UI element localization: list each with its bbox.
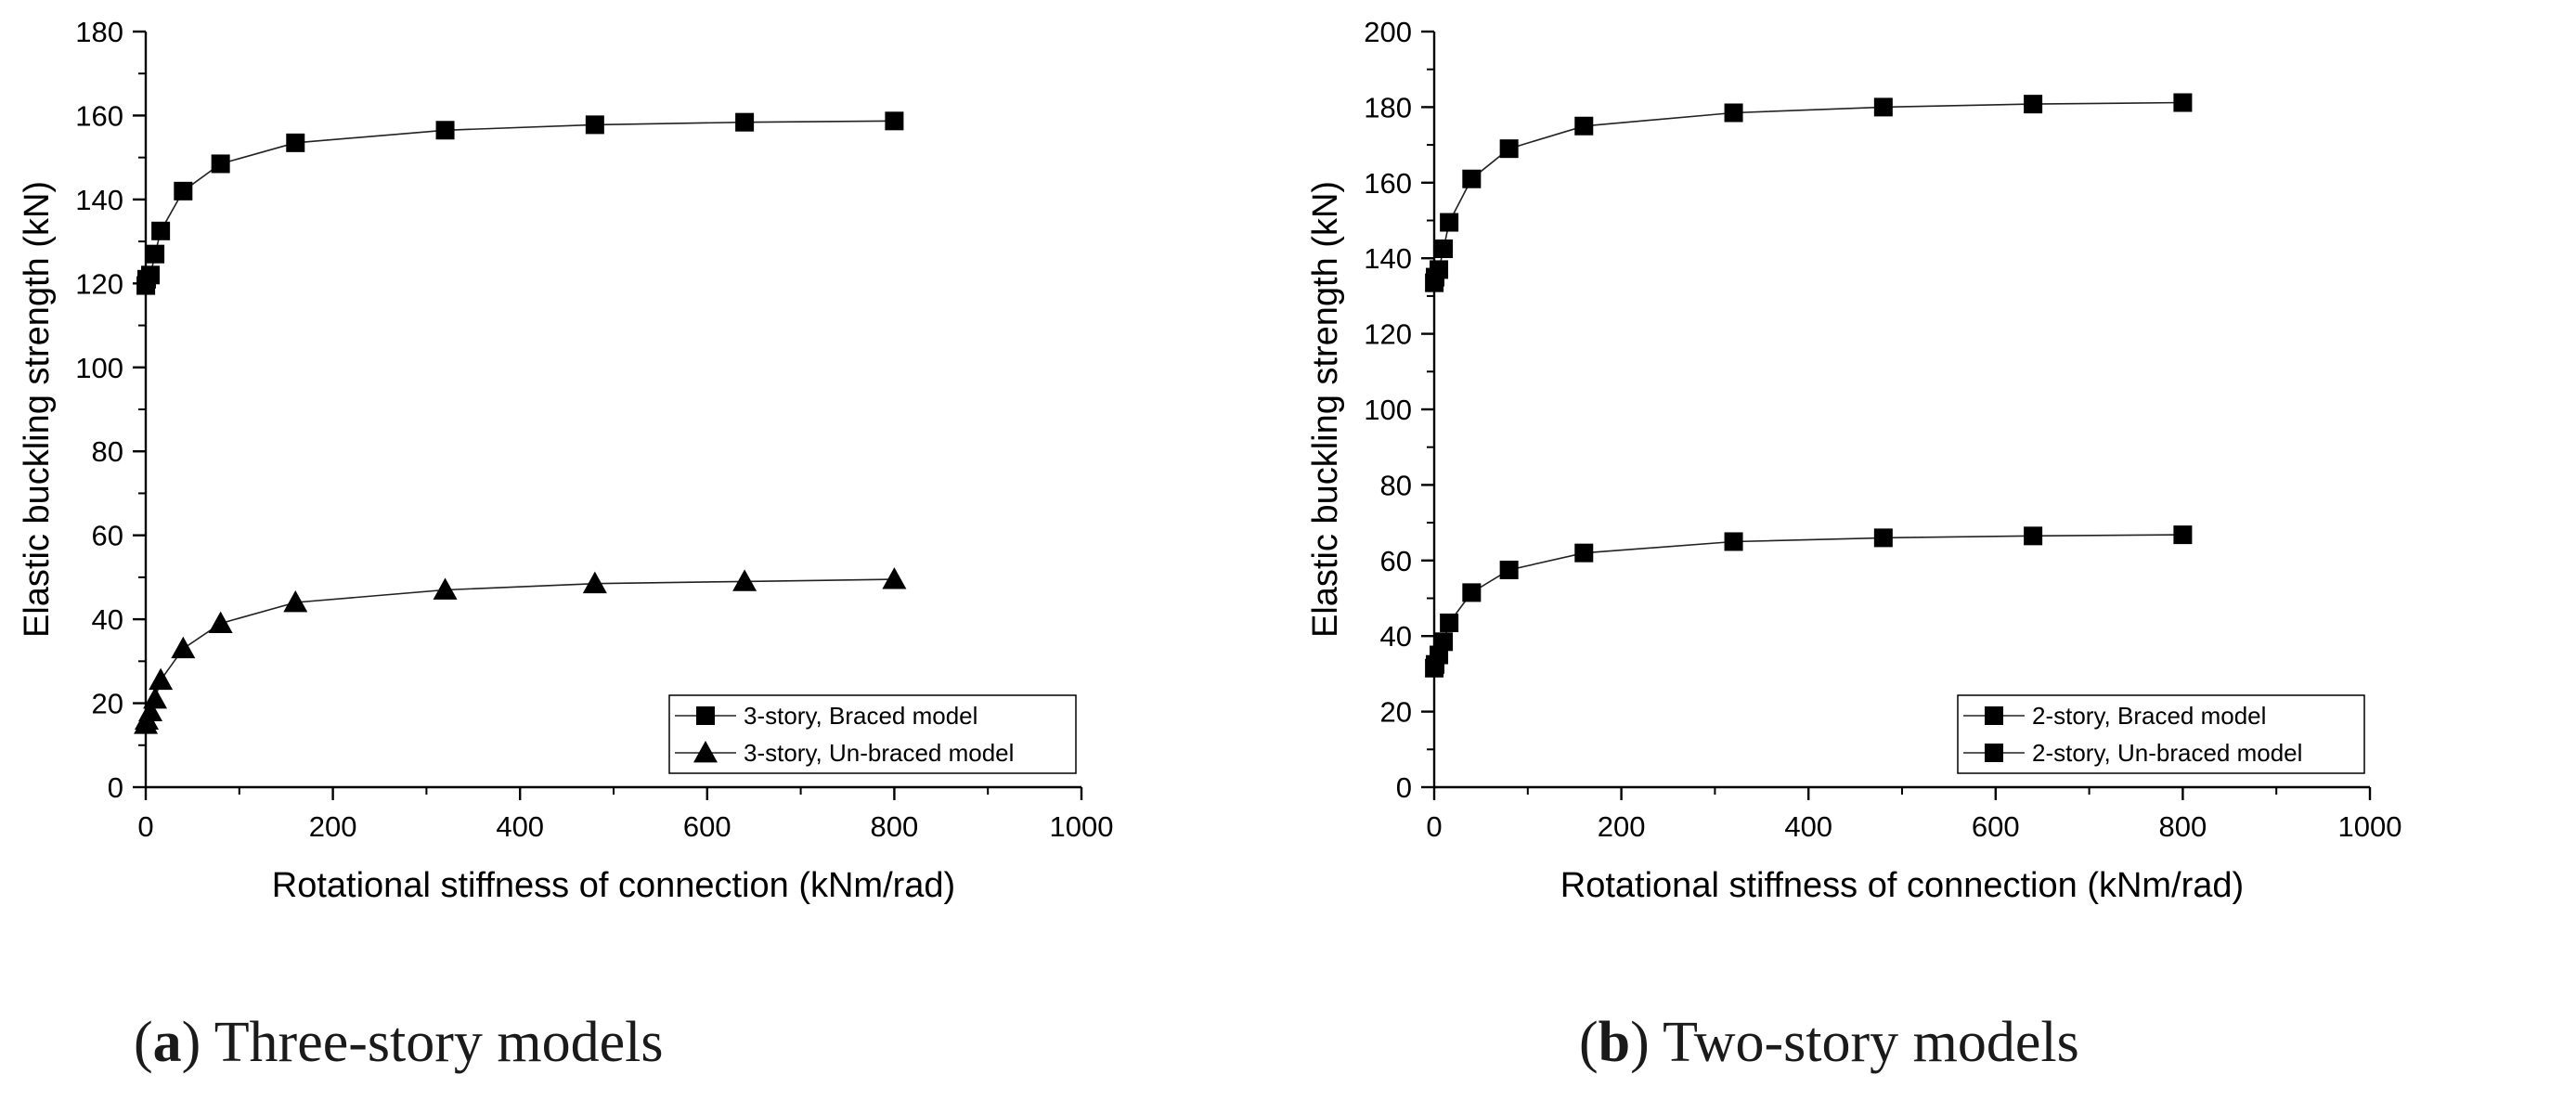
x-tick-label: 0 (1426, 810, 1442, 843)
y-tick-label: 0 (1396, 771, 1412, 804)
y-tick-label: 160 (75, 99, 123, 132)
x-tick-label: 400 (1784, 810, 1832, 843)
data-point (433, 577, 458, 600)
data-point (735, 112, 755, 132)
y-tick-label: 140 (75, 184, 123, 216)
chart-two-story: 0 20 40 60 80 100 120 140 160 180 200 0 200 400 600 800… (1306, 16, 2402, 905)
x-tick-label: 0 (137, 810, 153, 843)
y-tick-label: 200 (1364, 16, 1412, 48)
caption-text: Three-story models (214, 1011, 664, 1074)
legend-marker (1985, 744, 2003, 762)
data-point (1462, 169, 1482, 188)
x-tick-label: 800 (871, 810, 919, 843)
legend-marker (696, 706, 715, 725)
caption-three-story: (a) Three-story models (134, 1011, 664, 1074)
chart-three-story: 0 20 40 60 80 100 120 140 160 180 0 200 400 600 800 100… (18, 16, 1114, 905)
y-tick-label: 180 (1364, 91, 1412, 123)
x-tick-label: 1000 (2338, 810, 2402, 843)
y-axis-label: Elastic buckling strength (kN) (1306, 181, 1345, 638)
data-point (1440, 213, 1459, 232)
data-point (1724, 532, 1743, 551)
legend-marker (693, 741, 718, 763)
y-tick-label: 140 (1364, 242, 1412, 275)
data-point (1499, 139, 1519, 159)
data-point (151, 221, 171, 240)
data-point (1462, 583, 1482, 602)
data-point (2024, 95, 2043, 114)
legend-box (1957, 694, 2365, 774)
data-point (174, 181, 193, 201)
data-point (138, 699, 163, 721)
y-tick-label: 120 (1364, 318, 1412, 351)
x-tick-label: 1000 (1050, 810, 1114, 843)
legend-label: 2-story, Un-braced model (2032, 739, 2302, 767)
y-tick-label: 100 (75, 352, 123, 384)
data-point (286, 133, 305, 152)
data-point (208, 611, 233, 634)
data-point (1440, 613, 1459, 632)
legend-label: 3-story, Braced model (744, 702, 977, 730)
y-tick-label: 80 (92, 435, 123, 468)
data-point (1434, 239, 1454, 259)
data-point (143, 687, 168, 709)
data-point (1724, 103, 1743, 123)
y-tick-label: 160 (1364, 167, 1412, 200)
data-point (1873, 528, 1893, 548)
y-tick-label: 40 (1380, 620, 1412, 653)
caption-letter: b (1598, 1011, 1631, 1074)
y-tick-label: 80 (1380, 469, 1412, 501)
data-point (171, 636, 196, 659)
x-tick-label: 200 (309, 810, 357, 843)
data-point (283, 590, 308, 613)
y-tick-label: 20 (1380, 696, 1412, 729)
y-tick-label: 180 (75, 16, 123, 48)
data-point (2173, 93, 2193, 112)
data-point (1873, 97, 1893, 117)
data-point (1499, 560, 1519, 579)
x-tick-label: 800 (2159, 810, 2207, 843)
data-point (211, 154, 230, 174)
data-point (141, 265, 161, 285)
data-point (2024, 526, 2043, 546)
x-tick-label: 400 (496, 810, 544, 843)
data-point (1574, 543, 1594, 563)
y-tick-label: 100 (1364, 394, 1412, 426)
data-point (582, 571, 607, 594)
data-point (435, 121, 455, 140)
y-tick-label: 20 (92, 688, 123, 720)
y-tick-label: 60 (92, 520, 123, 552)
data-point (146, 244, 165, 264)
caption-text: Two-story models (1663, 1011, 2079, 1074)
caption-two-story: (b) Two-story models (1579, 1011, 2079, 1074)
x-tick-label: 200 (1598, 810, 1646, 843)
data-point (732, 569, 757, 591)
data-point (1574, 116, 1594, 136)
caption-letter: a (152, 1011, 182, 1074)
x-tick-label: 600 (683, 810, 731, 843)
y-axis-label: Elastic buckling strength (kN) (18, 181, 57, 638)
legend-box (668, 694, 1077, 774)
data-point (149, 667, 174, 691)
legend-label: 2-story, Braced model (2032, 702, 2266, 730)
series-line-1 (1433, 101, 2183, 283)
data-point (1434, 632, 1454, 652)
data-point (2173, 525, 2193, 545)
data-point (585, 115, 604, 135)
legend-marker (1985, 706, 2003, 725)
x-axis-label: Rotational stiffness of connection (kNm/… (272, 866, 955, 905)
series-line-2 (1433, 534, 2183, 668)
y-tick-label: 40 (92, 603, 123, 636)
series-line-1 (145, 120, 895, 286)
y-tick-label: 0 (108, 771, 123, 804)
x-tick-label: 600 (1972, 810, 2020, 843)
y-tick-label: 60 (1380, 545, 1412, 577)
x-axis-label: Rotational stiffness of connection (kNm/… (1560, 866, 2244, 905)
y-tick-label: 120 (75, 267, 123, 300)
data-point (882, 567, 907, 589)
legend-label: 3-story, Un-braced model (744, 739, 1014, 767)
data-point (1430, 260, 1449, 279)
data-point (885, 111, 904, 131)
